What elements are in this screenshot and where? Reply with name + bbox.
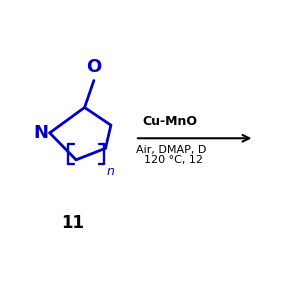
Text: Cu-MnO: Cu-MnO bbox=[143, 115, 198, 128]
Text: 11: 11 bbox=[61, 214, 84, 232]
Text: N: N bbox=[33, 124, 48, 142]
Text: 120 °C, 12: 120 °C, 12 bbox=[144, 155, 203, 165]
Text: n: n bbox=[106, 165, 114, 178]
Text: O: O bbox=[86, 58, 102, 76]
Text: Air, DMAP, D: Air, DMAP, D bbox=[136, 145, 207, 155]
